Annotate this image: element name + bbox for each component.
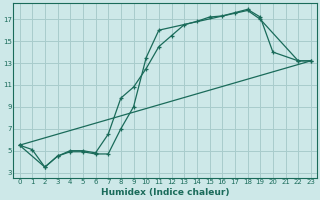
- X-axis label: Humidex (Indice chaleur): Humidex (Indice chaleur): [101, 188, 229, 197]
